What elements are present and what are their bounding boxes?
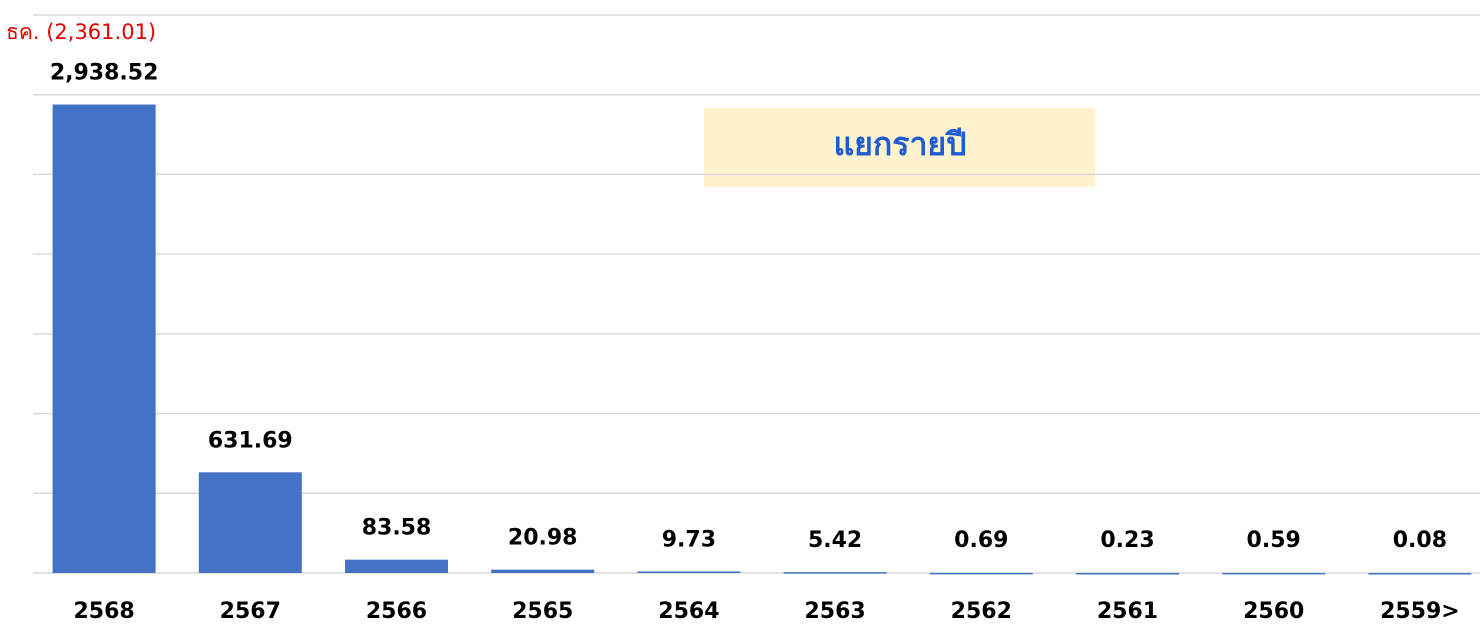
data-label: 5.42	[808, 528, 862, 553]
bar	[198, 472, 302, 573]
x-tick-label: 2568	[73, 599, 134, 624]
x-tick-label: 2565	[512, 599, 573, 624]
bar	[1076, 572, 1179, 575]
x-tick-label: 2563	[804, 599, 865, 624]
x-tick-label: 2564	[658, 599, 719, 624]
bar	[52, 104, 156, 573]
x-tick-label: 2566	[366, 599, 427, 624]
x-tick-label: 2559>	[1380, 599, 1460, 624]
bar	[637, 571, 741, 573]
data-label: 0.08	[1393, 528, 1447, 553]
bar	[345, 559, 448, 573]
data-label: 0.23	[1100, 528, 1154, 553]
bar	[1368, 572, 1472, 575]
data-label: 9.73	[662, 527, 716, 552]
data-label: 2,938.52	[50, 61, 159, 86]
data-label: 0.69	[954, 528, 1008, 553]
data-label: 83.58	[362, 516, 432, 541]
x-tick-label: 2560	[1243, 599, 1304, 624]
bar	[783, 572, 887, 574]
annotation: แยกรายปี	[834, 125, 967, 163]
x-tick-label: 2561	[1097, 599, 1158, 624]
annotation: ธค. (2,361.01)	[6, 20, 156, 44]
data-label: 20.98	[508, 526, 578, 551]
x-tick-label: 2567	[220, 599, 281, 624]
bar	[491, 569, 595, 573]
bar	[929, 572, 1033, 575]
data-label: 631.69	[208, 428, 293, 453]
data-label: 0.59	[1247, 528, 1301, 553]
x-tick-label: 2562	[951, 599, 1012, 624]
bar	[1222, 572, 1326, 575]
